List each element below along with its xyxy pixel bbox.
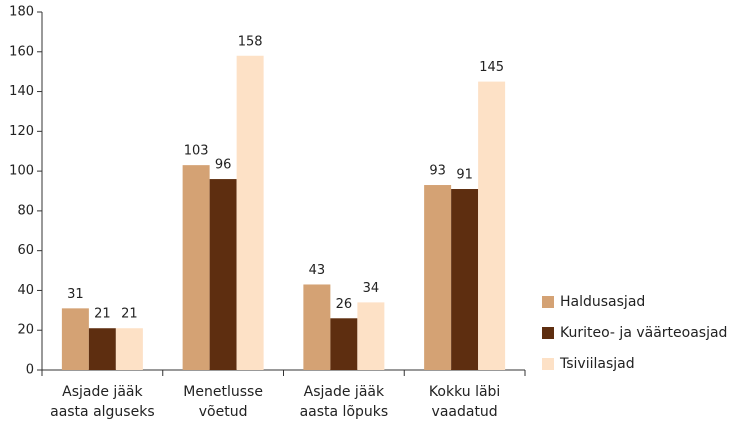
y-tick-label: 40 — [17, 283, 34, 298]
bar — [424, 185, 452, 370]
legend-label: Kuriteo- ja väärteoasjad — [560, 325, 727, 341]
legend-swatch — [542, 327, 554, 339]
x-tick-label: Menetlusse võetud — [183, 384, 263, 420]
bar — [357, 302, 385, 370]
y-tick-label: 100 — [9, 164, 34, 179]
value-label: 96 — [215, 158, 232, 173]
y-tick-label: 60 — [17, 243, 34, 258]
value-label: 91 — [456, 168, 473, 183]
legend-label: Haldusasjad — [560, 294, 645, 310]
bar — [451, 189, 479, 370]
y-tick-label: 160 — [9, 44, 34, 59]
legend-swatch — [542, 296, 554, 308]
y-tick-label: 180 — [9, 5, 34, 20]
value-label: 34 — [363, 281, 380, 296]
bar — [303, 284, 331, 370]
value-label: 31 — [67, 287, 84, 302]
value-label: 26 — [336, 297, 353, 312]
value-label: 43 — [309, 263, 326, 278]
x-tick-label: Asjade jääk aasta lõpuks — [300, 384, 389, 420]
legend-swatch — [542, 358, 554, 370]
bar — [236, 55, 264, 370]
x-tick-label: Asjade jääk aasta alguseks — [50, 384, 155, 420]
value-label: 158 — [238, 34, 263, 49]
value-label: 21 — [94, 307, 111, 322]
bar — [182, 165, 210, 370]
legend-label: Tsiviilasjad — [559, 356, 635, 372]
y-tick-label: 140 — [9, 84, 34, 99]
legend: Haldusasjad Kuriteo- ja väärteoasjad Tsivi… — [542, 294, 727, 372]
y-tick-label: 80 — [17, 203, 34, 218]
y-tick-label: 120 — [9, 124, 34, 139]
value-label: 145 — [479, 60, 504, 75]
y-tick-label: 20 — [17, 323, 34, 338]
bar — [88, 328, 116, 370]
value-label: 103 — [184, 144, 209, 159]
value-label: 21 — [121, 307, 138, 322]
bar — [115, 328, 143, 370]
bar — [330, 318, 358, 370]
bar — [478, 81, 506, 370]
y-tick-label: 0 — [26, 363, 34, 378]
value-label: 93 — [429, 164, 446, 179]
x-tick-label: Kokku läbi vaadatud — [429, 384, 500, 420]
bar — [209, 179, 237, 370]
bar — [61, 308, 89, 370]
